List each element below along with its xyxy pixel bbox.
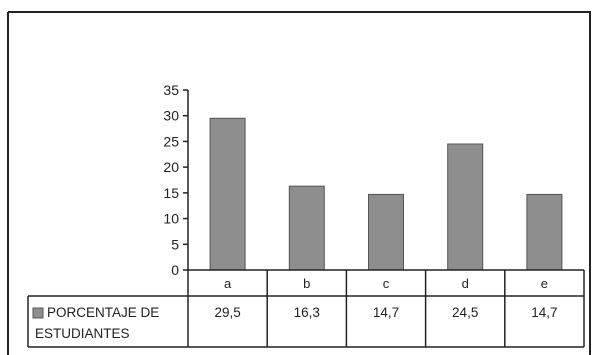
bar-d [447,143,484,271]
y-tick-label: 10 [163,211,179,227]
y-tick-label: 0 [171,262,179,278]
bar-series [209,117,563,271]
category-label: d [462,276,469,291]
y-axis: 0 5 10 15 20 25 30 35 [163,82,189,278]
y-tick-label: 5 [171,236,179,252]
bar-e [526,193,563,271]
bar-b [288,185,325,271]
category-label: e [541,276,548,291]
data-value-label: 14,7 [373,305,399,320]
category-label: a [224,276,232,291]
legend-label-line-1: PORCENTAJE DE [47,305,159,320]
y-tick-label: 25 [163,133,179,149]
y-tick-label: 20 [163,159,179,175]
category-label: c [383,276,390,291]
bar-c [368,193,404,271]
bar-a [209,117,246,271]
y-tick-label: 35 [163,82,179,98]
category-label: b [303,276,310,291]
data-value-label: 14,7 [531,305,557,320]
legend-key [32,307,44,319]
y-tick-label: 15 [163,185,179,201]
data-value-label: 29,5 [214,305,240,320]
data-table: a b c d e 29,5 16,3 14,7 24,5 14,7 PORCENTAJE DE ES… [27,269,585,348]
legend-label-line-2: ESTUDIANTES [35,326,130,341]
data-value-label: 24,5 [452,305,478,320]
y-tick-label: 30 [163,108,179,124]
chart-frame [7,11,591,355]
data-value-label: 16,3 [294,305,320,320]
